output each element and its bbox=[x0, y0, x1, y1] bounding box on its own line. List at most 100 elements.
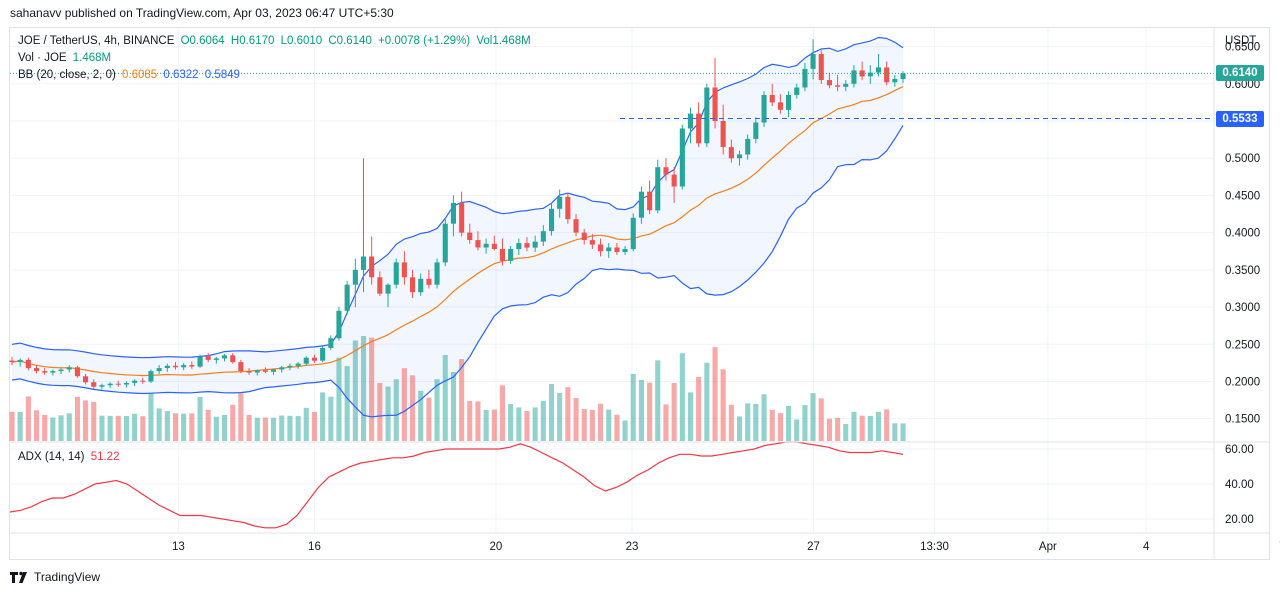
bollinger-label[interactable]: BB (20, close, 2, 0) bbox=[18, 69, 116, 81]
bollinger-band-fill bbox=[12, 37, 903, 417]
candle bbox=[352, 258, 358, 308]
candle-body bbox=[540, 231, 546, 242]
candle-body bbox=[655, 167, 661, 211]
candle-body bbox=[467, 232, 473, 240]
volume-bar bbox=[361, 336, 367, 441]
candle-body bbox=[83, 376, 89, 383]
time-tick-label: Apr bbox=[1039, 541, 1057, 553]
volume-bar bbox=[655, 360, 661, 441]
candle bbox=[271, 368, 277, 375]
volume-indicator-value: 1.468M bbox=[72, 52, 112, 64]
volume-bar bbox=[173, 413, 179, 441]
legend-bollinger: BB (20, close, 2, 0) 0.6085 0.6322 0.584… bbox=[18, 69, 243, 81]
candle bbox=[630, 213, 636, 252]
candle bbox=[83, 374, 89, 385]
volume-bar bbox=[271, 417, 277, 441]
candle bbox=[173, 362, 179, 370]
volume-bar bbox=[17, 412, 23, 441]
candle bbox=[777, 94, 783, 114]
candle-body bbox=[34, 368, 40, 372]
volume-bar bbox=[181, 413, 187, 441]
candles bbox=[9, 39, 906, 390]
candle bbox=[303, 356, 309, 366]
candle bbox=[442, 217, 448, 267]
legend-main: JOE / TetherUS, 4h, BINANCE O0.6064 H0.6… bbox=[18, 35, 534, 47]
candle-body bbox=[222, 355, 228, 359]
volume-bar bbox=[140, 416, 146, 441]
candle bbox=[393, 258, 399, 289]
candle-body bbox=[189, 365, 195, 367]
candle-body bbox=[687, 113, 693, 129]
candle bbox=[540, 225, 546, 247]
candle bbox=[875, 54, 881, 77]
price-tick-label: 0.4500 bbox=[1225, 190, 1260, 202]
candle bbox=[704, 83, 710, 148]
adx-label[interactable]: ADX (14, 14) bbox=[18, 451, 85, 463]
time-tick-label: 4 bbox=[1143, 541, 1150, 553]
volume-bar bbox=[164, 411, 170, 441]
candle bbox=[557, 189, 563, 218]
candle-body bbox=[238, 362, 244, 371]
candle-body bbox=[401, 262, 407, 278]
volume-bar bbox=[197, 397, 203, 441]
candle-body bbox=[140, 380, 146, 382]
legend-symbol[interactable]: JOE / TetherUS, 4h, BINANCE bbox=[18, 35, 175, 47]
level-price-badge: 0.5533 bbox=[1216, 110, 1264, 127]
candle-body bbox=[115, 383, 121, 385]
tradingview-logo-icon bbox=[10, 571, 27, 583]
candle bbox=[712, 57, 718, 129]
volume-bar bbox=[737, 416, 743, 441]
candle-body bbox=[810, 54, 816, 69]
candle-body bbox=[369, 256, 375, 278]
candle bbox=[132, 379, 138, 386]
candle-body bbox=[42, 371, 48, 373]
volume-bar bbox=[565, 387, 571, 441]
chart-frame bbox=[9, 27, 1270, 560]
candle bbox=[475, 231, 481, 251]
candle bbox=[737, 150, 743, 166]
bollinger-basis-line bbox=[11, 86, 904, 377]
candle-body bbox=[508, 249, 514, 261]
volume-bar bbox=[303, 407, 309, 441]
candle bbox=[647, 180, 653, 215]
candle bbox=[679, 124, 685, 190]
candle-body bbox=[197, 356, 203, 367]
candle-body bbox=[303, 357, 309, 364]
time-tick-label: 13:30 bbox=[920, 541, 949, 553]
legend-change: +0.0078 (+1.29%) bbox=[378, 35, 471, 47]
candle bbox=[769, 83, 775, 107]
candle-body bbox=[892, 79, 898, 83]
candle-body bbox=[99, 385, 105, 387]
candle bbox=[246, 368, 252, 375]
adx-tick-label: 40.00 bbox=[1225, 479, 1254, 491]
volume-bar bbox=[802, 405, 808, 441]
candle-body bbox=[565, 196, 571, 220]
legend-adx: ADX (14, 14) 51.22 bbox=[18, 451, 122, 463]
candle bbox=[426, 269, 432, 289]
candle-body bbox=[884, 67, 890, 83]
candle-body bbox=[385, 284, 391, 294]
candle-body bbox=[361, 256, 367, 270]
candle bbox=[614, 243, 620, 255]
candle bbox=[581, 228, 587, 245]
candle bbox=[34, 365, 40, 374]
volume-bar bbox=[377, 383, 383, 441]
volume-bar bbox=[704, 362, 710, 441]
volume-bar bbox=[42, 414, 48, 441]
candle-body bbox=[123, 383, 129, 385]
candle-body bbox=[712, 87, 718, 121]
candle-body bbox=[459, 202, 465, 233]
volume-bar bbox=[410, 375, 416, 441]
candle-body bbox=[352, 269, 358, 285]
volume-bar bbox=[213, 416, 219, 441]
adx-value: 51.22 bbox=[90, 451, 120, 463]
tradingview-logo[interactable]: TradingView bbox=[10, 570, 100, 584]
candle-body bbox=[9, 360, 15, 363]
candle-body bbox=[25, 359, 31, 369]
time-tick-label: 20 bbox=[490, 541, 503, 553]
volume-indicator-label[interactable]: Vol · JOE bbox=[18, 52, 67, 64]
candle bbox=[328, 335, 334, 351]
candle-body bbox=[671, 174, 677, 187]
adx-line bbox=[9, 441, 904, 529]
